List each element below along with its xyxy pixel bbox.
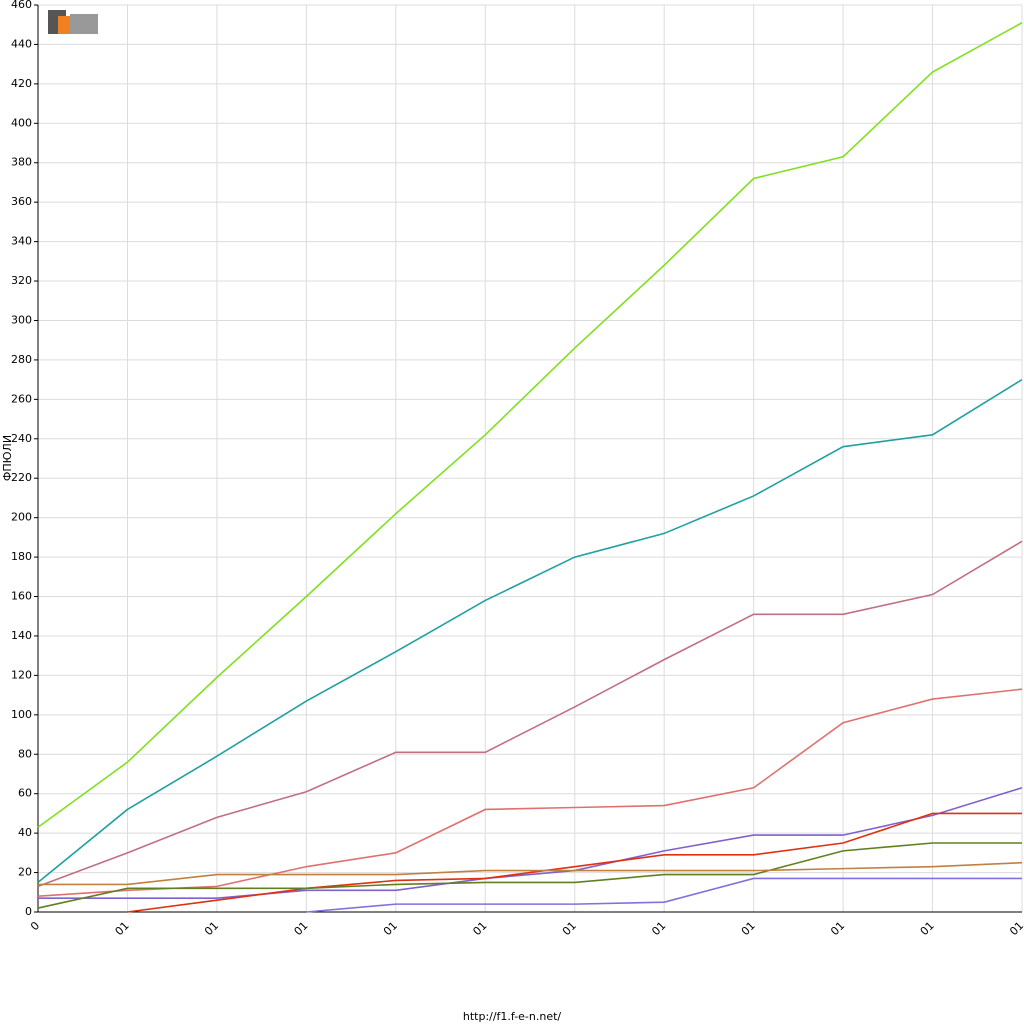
- y-tick-label: 20: [18, 866, 32, 879]
- series-line: [37, 22, 1023, 828]
- y-tick-label: 140: [11, 629, 32, 642]
- x-tick-label: 01: [381, 919, 400, 938]
- y-tick-label: 40: [18, 826, 32, 839]
- y-tick-label: 320: [11, 274, 32, 287]
- y-tick-label: 340: [11, 235, 32, 248]
- x-tick-label: 01: [113, 919, 132, 938]
- y-tick-label: 360: [11, 195, 32, 208]
- series-line: [38, 861, 1023, 886]
- logo: [48, 10, 98, 34]
- y-tick-label: 0: [25, 905, 32, 918]
- series-line: [38, 787, 1023, 899]
- series-line: [306, 877, 1022, 913]
- y-axis-label: ФПЮЛИ: [1, 435, 14, 481]
- y-tick-label: 200: [11, 511, 32, 524]
- x-tick-label: 01: [649, 919, 668, 938]
- x-tick-label: 01: [918, 919, 937, 938]
- series-line: [37, 842, 1022, 909]
- y-tick-label: 100: [11, 708, 32, 721]
- x-tick-label: 01: [202, 919, 221, 938]
- y-tick-label: 260: [11, 392, 32, 405]
- x-tick-label: 01: [560, 919, 579, 938]
- x-tick-label: 01: [739, 919, 758, 938]
- y-tick-label: 120: [11, 668, 32, 681]
- series-line: [127, 812, 1022, 913]
- y-tick-label: 420: [11, 77, 32, 90]
- series-line: [37, 378, 1023, 884]
- x-tick-label: 01: [828, 919, 847, 938]
- footer: http://f1.f-e-n.net/: [463, 1010, 562, 1023]
- y-tick-label: 400: [11, 116, 32, 129]
- x-tick-label: 0: [28, 919, 42, 933]
- x-tick-label: 01: [470, 919, 489, 938]
- x-tick-label: 01: [1007, 919, 1024, 938]
- y-tick-label: 380: [11, 156, 32, 169]
- series-line: [37, 540, 1023, 888]
- x-tick-label: 01: [292, 919, 311, 938]
- y-tick-label: 440: [11, 37, 32, 50]
- y-tick-label: 80: [18, 747, 32, 760]
- y-tick-label: 280: [11, 353, 32, 366]
- y-tick-label: 460: [11, 0, 32, 11]
- y-tick-label: 160: [11, 590, 32, 603]
- y-tick-label: 220: [11, 471, 32, 484]
- y-tick-label: 240: [11, 432, 32, 445]
- y-tick-label: 180: [11, 550, 32, 563]
- series-line: [37, 688, 1023, 898]
- y-tick-label: 60: [18, 787, 32, 800]
- y-tick-label: 300: [11, 313, 32, 326]
